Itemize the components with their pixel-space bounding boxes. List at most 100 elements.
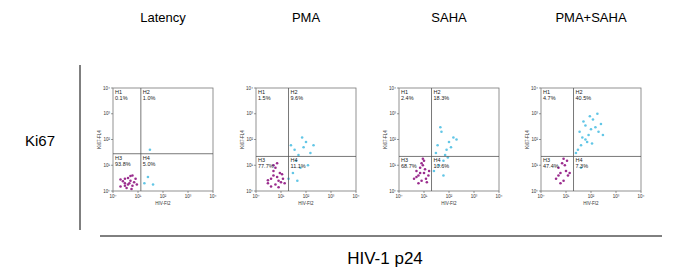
y-tick (539, 113, 541, 114)
x-tick-label: 10³ (471, 194, 478, 199)
x-axis-label: HIV-FI2 (155, 201, 171, 206)
x-tick (163, 191, 164, 193)
quadrant-percent: 0.1% (115, 95, 128, 101)
x-tick-label: 10⁰ (253, 194, 260, 199)
event-point (448, 141, 451, 144)
event-point (435, 152, 438, 155)
y-tick-label: 10² (389, 137, 396, 142)
event-point (439, 126, 442, 129)
y-tick (254, 113, 256, 114)
y-tick (254, 139, 256, 140)
event-point (282, 177, 285, 180)
event-point (283, 182, 286, 185)
y-tick-label: 10³ (389, 111, 396, 116)
x-tick-label: 10⁴ (353, 194, 360, 199)
x-tick (138, 191, 139, 193)
event-point (124, 182, 127, 185)
x-tick-label: 10² (303, 194, 310, 199)
y-tick (254, 191, 256, 192)
gate-x (140, 88, 141, 191)
y-axis-label: Ki67-FL4 (525, 130, 530, 149)
y-tick-label: 10¹ (246, 163, 253, 168)
x-tick (499, 191, 500, 193)
x-tick-label: 10³ (613, 194, 620, 199)
points (267, 136, 315, 188)
event-point (149, 148, 152, 151)
plot-frame (399, 88, 499, 191)
event-point (559, 182, 562, 185)
y-tick-label: 10² (531, 137, 538, 142)
y-tick (539, 191, 541, 192)
panel-title: SAHA (431, 10, 467, 25)
event-point (272, 170, 275, 173)
event-point (577, 148, 580, 151)
x-tick (331, 191, 332, 193)
panel: Latency10⁰10¹10²10³10⁴10⁰10¹10²10³10⁴HIV… (97, 10, 217, 206)
event-point (267, 182, 270, 185)
y-tick (539, 88, 541, 89)
event-point (592, 118, 595, 121)
event-point (442, 174, 445, 177)
y-tick-label: 10² (103, 137, 110, 142)
event-point (134, 177, 137, 180)
event-point (425, 177, 428, 180)
event-point (557, 174, 560, 177)
y-tick-label: 10⁰ (531, 189, 538, 194)
event-point (442, 159, 445, 162)
event-point (427, 174, 430, 177)
row-label: Ki67 (25, 132, 55, 149)
x-tick-label: 10² (446, 194, 453, 199)
points (119, 148, 154, 190)
y-axis-label: Ki67-FL4 (240, 130, 245, 149)
event-point (423, 172, 426, 175)
event-point (302, 146, 305, 149)
y-tick (111, 113, 113, 114)
quadrant-percent: 47.4% (543, 163, 559, 169)
event-point (127, 177, 130, 180)
x-axis-label: HIV-FI2 (583, 201, 599, 206)
event-point (124, 177, 127, 180)
event-point (131, 174, 134, 177)
background (0, 0, 693, 274)
quadrant-percent: 68.7% (401, 163, 417, 169)
x-tick-label: 10⁰ (538, 194, 545, 199)
quadrant-percent: 1.5% (258, 95, 271, 101)
event-point (415, 170, 418, 173)
event-point (270, 177, 273, 180)
x-tick (424, 191, 425, 193)
y-axis-label: Ki67-FL4 (383, 130, 388, 149)
event-point (290, 144, 293, 147)
event-point (559, 172, 562, 175)
event-point (428, 170, 431, 173)
event-point (147, 176, 150, 179)
y-tick (254, 165, 256, 166)
y-tick (539, 165, 541, 166)
y-tick (254, 88, 256, 89)
y-tick-label: 10² (246, 137, 253, 142)
event-point (267, 179, 270, 182)
event-point (128, 182, 131, 185)
x-axis-label: HIV-FI2 (441, 201, 457, 206)
event-point (597, 130, 600, 133)
x-tick (616, 191, 617, 193)
event-point (445, 148, 448, 151)
x-tick-label: 10⁴ (638, 194, 645, 199)
x-tick-label: 10¹ (135, 194, 142, 199)
panel: PMA+SAHA10⁰10¹10²10³10⁴10⁰10¹10²10³10⁴HI… (525, 10, 645, 206)
event-point (280, 181, 283, 184)
event-point (272, 174, 275, 177)
y-tick-label: 10¹ (531, 163, 538, 168)
figure-axis-line (100, 236, 662, 237)
event-point (586, 141, 589, 144)
event-point (276, 162, 279, 165)
event-point (270, 185, 273, 188)
event-point (274, 183, 277, 186)
event-point (307, 164, 310, 167)
quadrant-percent: 4.7% (543, 95, 556, 101)
event-point (305, 141, 308, 144)
figure: Ki67HIV-1 p24Latency10⁰10¹10²10³10⁴10⁰10… (0, 0, 693, 274)
x-tick-label: 10⁰ (110, 194, 117, 199)
event-point (426, 181, 429, 184)
event-point (596, 112, 599, 115)
event-point (591, 142, 594, 145)
